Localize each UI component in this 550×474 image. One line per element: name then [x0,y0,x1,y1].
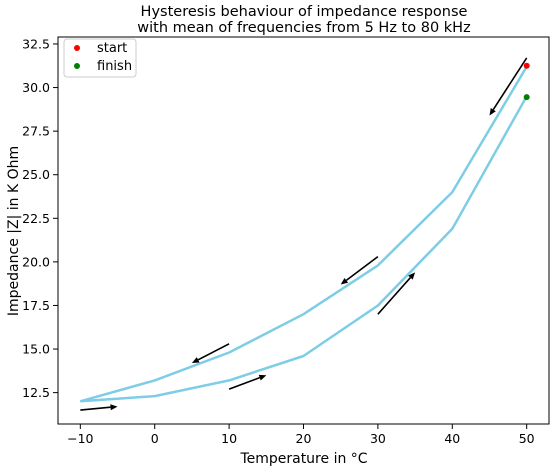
series-layer [79,65,528,403]
y-tick-label: 25.0 [22,167,50,182]
y-axis-label: Impedance |Z| in K Ohm [6,146,22,316]
arrow-head [489,107,496,116]
series-line-2 [79,65,528,403]
x-tick-label: 40 [444,431,460,446]
direction-arrow-3 [377,272,416,315]
x-tick-label: 50 [519,431,535,446]
plot-area-frame [57,36,550,425]
x-axis-ticks: −10 0 10 20 30 40 50 [67,424,535,446]
x-tick-label: 20 [296,431,312,446]
legend-box [63,38,137,78]
chart-title-line-2: with mean of frequencies from 5 Hz to 80… [137,20,470,36]
direction-arrow-5 [340,256,379,285]
legend-marker-finish [74,63,80,69]
y-tick-label: 12.5 [22,385,50,400]
arrow-shaft [492,57,528,111]
direction-arrow-4 [191,343,230,363]
marker-start [523,62,530,69]
arrow-shaft [80,406,111,411]
legend-label-start: start [97,41,127,56]
y-tick-label: 27.5 [22,124,50,139]
arrow-shaft [345,256,379,281]
chart-title-line-1: Hysteresis behaviour of impedance respon… [141,4,468,20]
legend: start finish [63,38,137,78]
y-tick-label: 32.5 [22,36,50,51]
x-tick-label: 0 [151,431,159,446]
legend-marker-start [74,45,80,51]
x-tick-label: 30 [370,431,386,446]
series-line-1 [80,95,528,403]
y-tick-label: 15.0 [22,342,50,357]
y-axis-ticks: 12.5 15.0 17.5 20.0 22.5 25.0 27.5 30.0 32.5 [22,36,58,400]
arrow-head [191,357,200,363]
x-tick-label: 10 [221,431,237,446]
x-axis-label: Temperature in °C [239,451,367,467]
y-tick-label: 22.5 [22,211,50,226]
arrow-shaft [197,343,230,361]
arrow-head [408,272,416,280]
arrow-shaft [377,277,412,315]
x-tick-label: −10 [67,431,93,446]
arrow-head [258,374,267,381]
marker-finish [523,94,530,101]
direction-arrow-2 [228,374,267,390]
legend-label-finish: finish [97,59,132,74]
y-tick-label: 30.0 [22,80,50,95]
y-tick-label: 17.5 [22,298,50,313]
arrow-head [110,404,118,411]
direction-arrow-1 [80,404,118,411]
arrow-shaft [228,376,261,390]
direction-arrow-6 [489,57,528,116]
y-tick-label: 20.0 [22,254,50,269]
markers-layer [523,62,530,101]
arrow-head [340,277,349,285]
direction-arrows [80,57,528,411]
